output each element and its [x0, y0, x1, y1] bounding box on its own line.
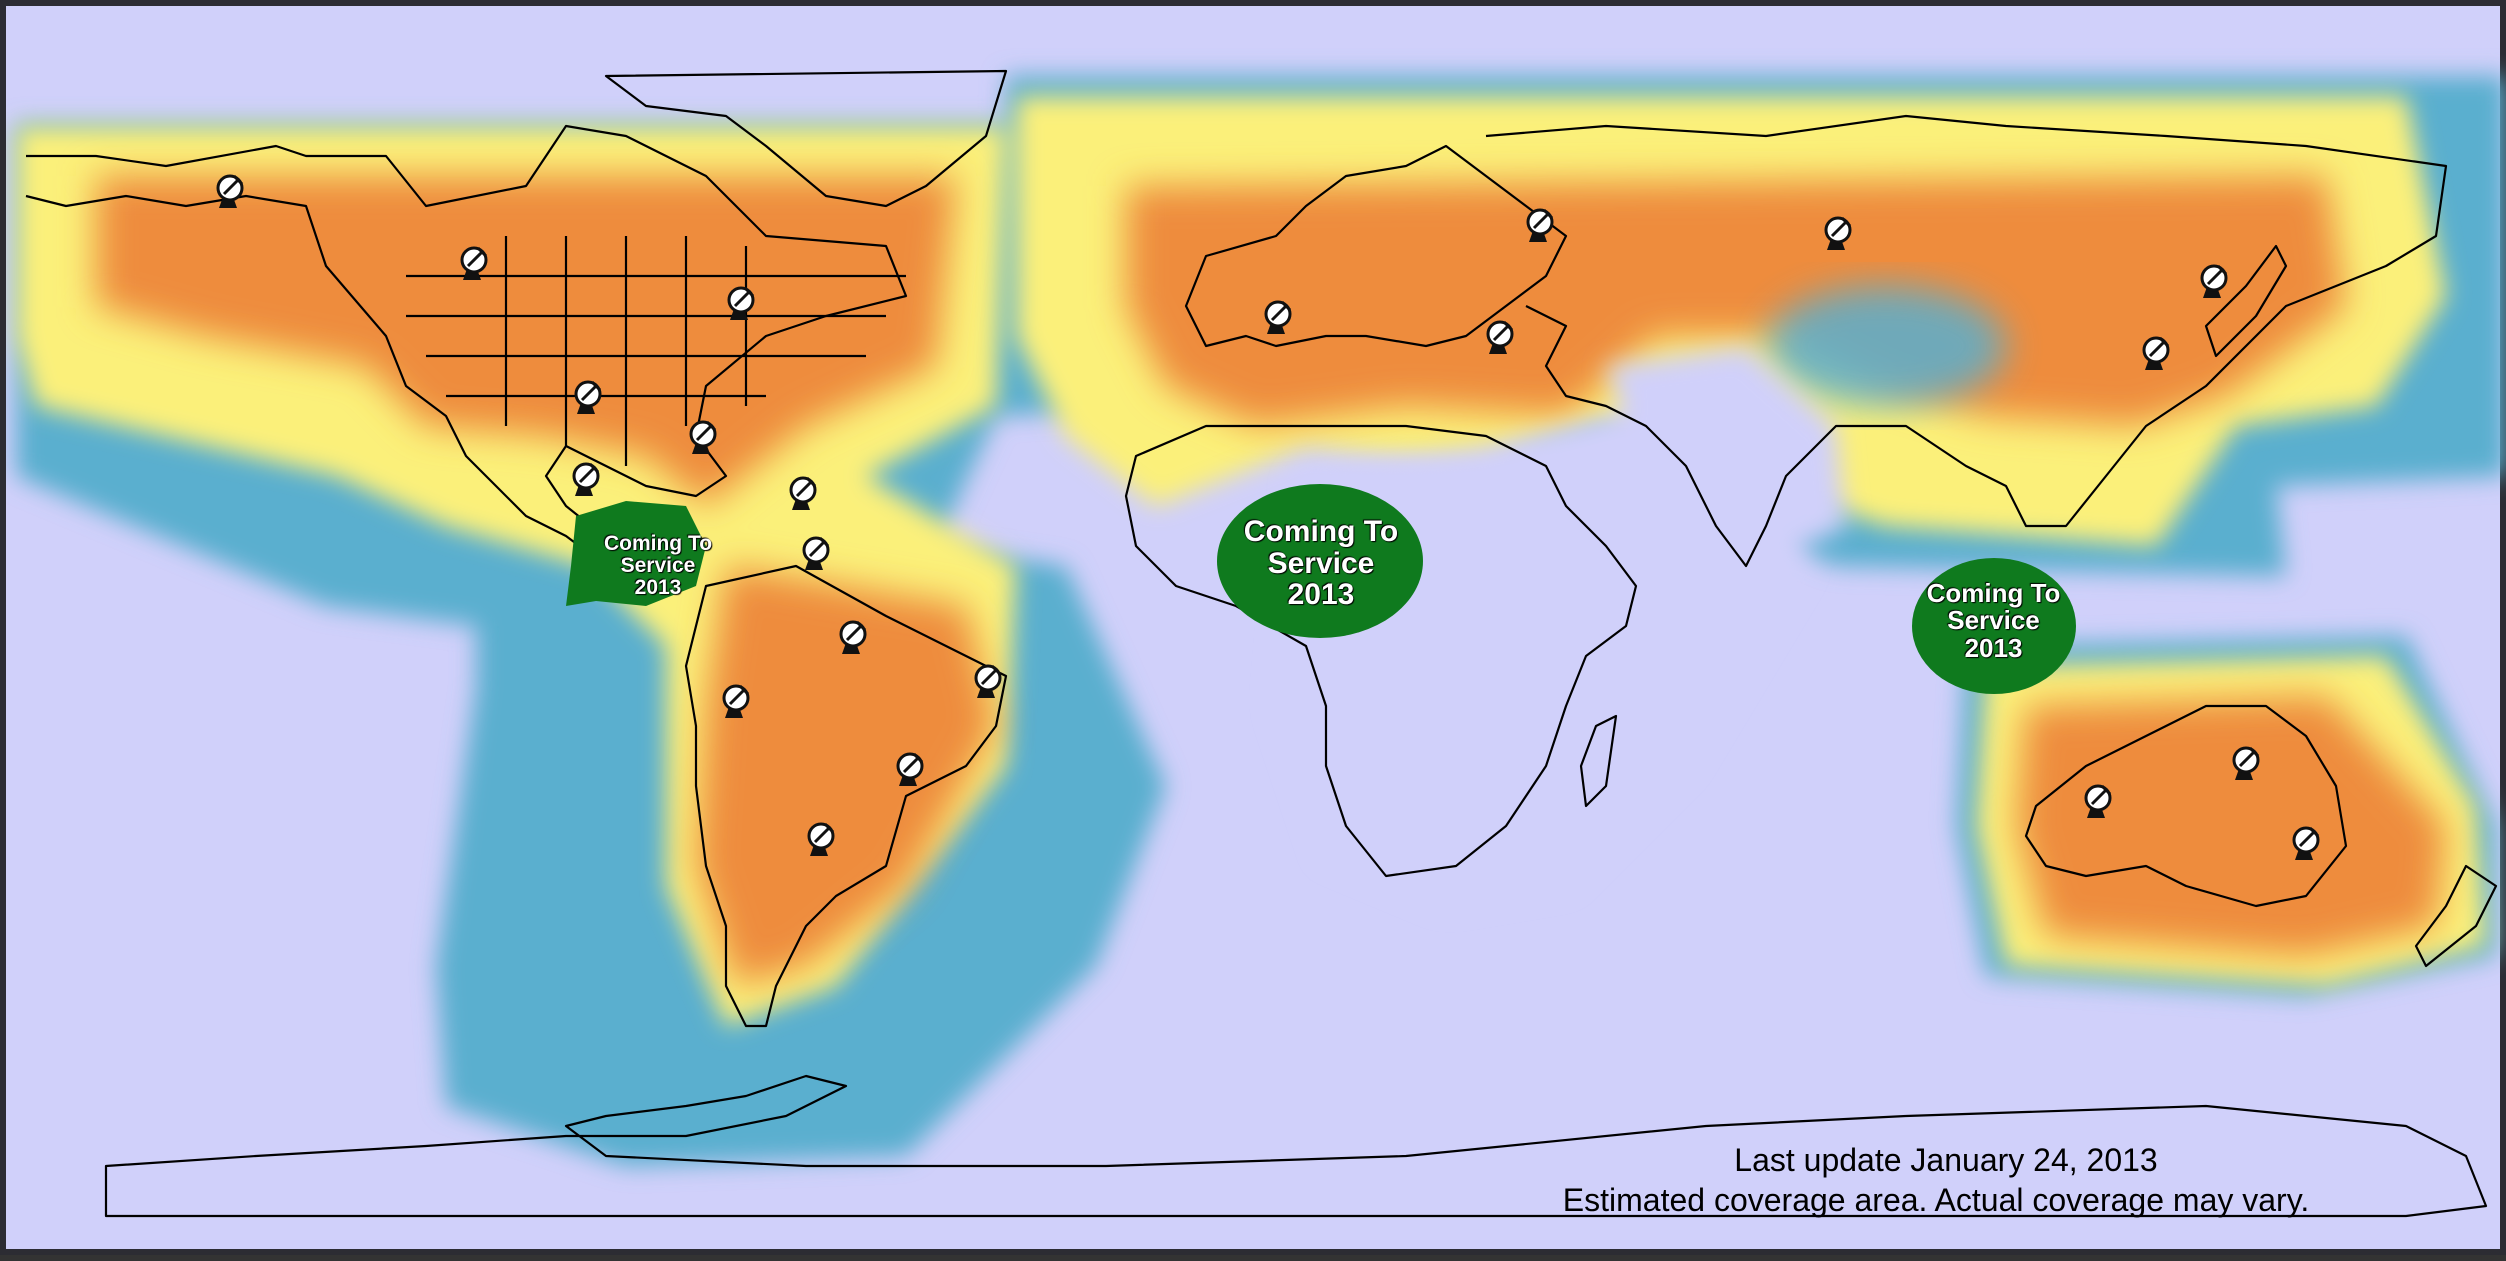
country-borders [25, 69, 2498, 1218]
satellite-dish-icon [1526, 208, 1554, 242]
australia-outline [2024, 704, 2348, 908]
coming-to-service-label-africa: Coming To Service 2013 [1216, 516, 1426, 611]
greenland-outline [604, 69, 1008, 208]
coming-soon-caribbean [566, 501, 706, 606]
japan-outline [2204, 244, 2288, 358]
year-label: 2013 [1287, 578, 1355, 611]
madagascar-outline [1579, 714, 1618, 808]
coming-to-service-label-asia: Coming To Service 2013 [1906, 578, 2081, 663]
satellite-dish-icon [727, 286, 755, 320]
satellite-dish-icon [2142, 336, 2170, 370]
satellite-dish-icon [574, 380, 602, 414]
satellite-dish-icon [802, 536, 830, 570]
europe-outline [1184, 144, 1568, 348]
year-label: 2013 [634, 576, 682, 600]
satellite-dish-icon [2292, 826, 2320, 860]
africa-outline [1124, 424, 1638, 878]
tibet-weak-area [1766, 286, 2006, 406]
north-america-outline [25, 124, 908, 578]
coming-soon-africa [1217, 484, 1423, 638]
satellite-dish-icon [216, 174, 244, 208]
satellite-dish-icon [2084, 784, 2112, 818]
world-map-canvas [16, 69, 2506, 1218]
satellite-dish-icon [460, 246, 488, 280]
last-update-text: Last update January 24, 2013 [1734, 1142, 2158, 1178]
us-states-grid [406, 236, 906, 466]
coming-to-label: Coming To [603, 532, 713, 555]
satellite-dish-icon [807, 822, 835, 856]
satellite-dish-icon [572, 462, 600, 496]
service-label: Service [620, 554, 696, 578]
coming-to-label: Coming To [1243, 515, 1399, 548]
satellite-dish-icon [2200, 264, 2228, 298]
satellite-dish-icon [689, 420, 717, 454]
satellite-dish-icon [896, 752, 924, 786]
coming-soon-asia [1912, 558, 2076, 694]
coming-to-service-areas [566, 484, 2076, 694]
satellite-dish-icon [1824, 216, 1852, 250]
satellite-dish-icon [2232, 746, 2260, 780]
antenna-markers [216, 174, 2320, 860]
satellite-dish-icon [722, 684, 750, 718]
service-label: Service [1267, 546, 1375, 580]
satellite-dish-icon [974, 664, 1002, 698]
year-label: 2013 [1964, 632, 2023, 663]
antarctica-outline [104, 1074, 2488, 1218]
asia-outline [1485, 114, 2448, 568]
coming-to-service-label-caribbean: Coming To Service 2013 [598, 532, 718, 600]
satellite-dish-icon [1486, 320, 1514, 354]
coverage-disclaimer-text: Estimated coverage area. Actual coverage… [1562, 1182, 2310, 1218]
satellite-dish-icon [839, 620, 867, 654]
new-zealand-outline [2414, 864, 2498, 968]
satellite-dish-icon [789, 476, 817, 510]
service-label: Service [1947, 605, 2040, 636]
strong-coverage-layer [96, 176, 2446, 986]
satellite-dish-icon [1264, 300, 1292, 334]
south-america-outline [684, 564, 1008, 1028]
coming-to-label: Coming To [1926, 578, 2061, 608]
